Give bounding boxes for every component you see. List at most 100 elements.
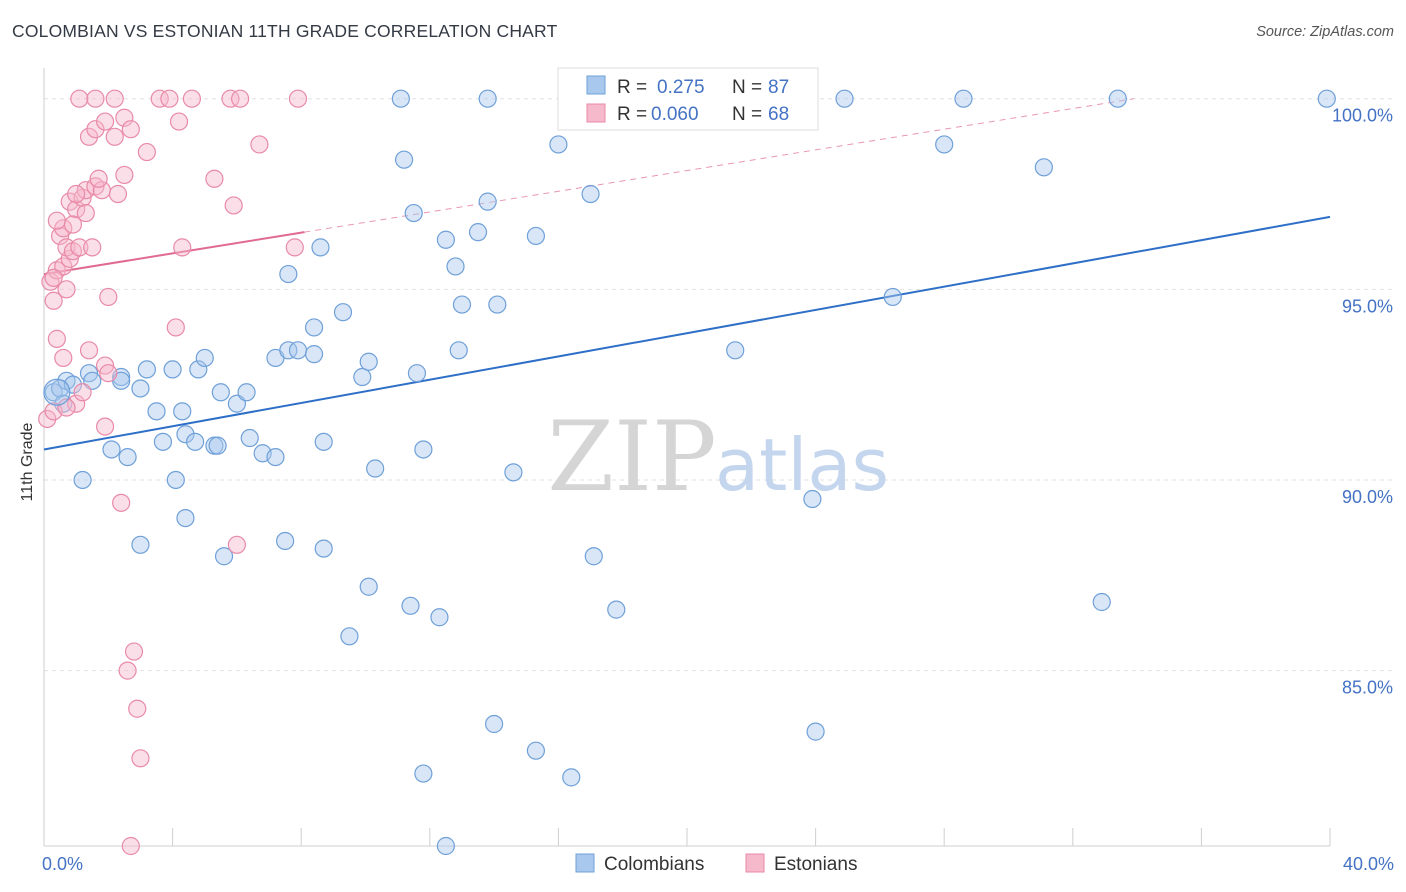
x-tick-label-right: 40.0% <box>1343 854 1394 874</box>
point-colombians-84 <box>1108 89 1127 108</box>
point-colombians-26 <box>147 402 166 421</box>
legend-n-label-estonians: N = <box>732 104 762 125</box>
point-estonians-54 <box>285 238 304 257</box>
point-colombians-48 <box>314 539 333 558</box>
legend-n-value-estonians: 68 <box>768 104 789 125</box>
point-colombians-78 <box>581 184 600 204</box>
y-tick-labels: 100.0% 95.0% 90.0% 85.0% <box>1332 106 1393 698</box>
point-colombians-19 <box>288 341 308 360</box>
axes <box>43 68 1331 847</box>
point-estonians-22 <box>137 142 156 162</box>
point-cluster-colombians <box>43 378 71 406</box>
point-estonians-2 <box>44 291 63 310</box>
point-estonians-56 <box>227 535 246 554</box>
y-tick-label-3: 85.0% <box>1342 678 1393 698</box>
point-estonians-49 <box>99 287 118 307</box>
point-estonians-32 <box>105 89 124 108</box>
trend-lines <box>43 98 1331 451</box>
point-estonians-11 <box>83 238 102 257</box>
point-colombians-77 <box>549 135 568 154</box>
point-colombians-10 <box>163 360 182 379</box>
point-estonians-34 <box>160 89 179 108</box>
point-colombians-51 <box>430 608 449 627</box>
y-tick-label-1: 95.0% <box>1342 296 1393 316</box>
point-colombians-34 <box>186 432 205 451</box>
point-colombians-41 <box>102 440 121 459</box>
point-colombians-9 <box>137 360 156 379</box>
point-estonians-48 <box>95 417 115 436</box>
point-estonians-47 <box>57 398 76 417</box>
point-colombians-24 <box>407 364 427 383</box>
legend: R = 0.275 N = 87 R = 0.060 N = 68 <box>557 67 819 131</box>
point-colombians-65 <box>311 238 330 257</box>
point-colombians-53 <box>485 714 504 734</box>
point-estonians-16 <box>76 181 95 200</box>
point-estonians-45 <box>38 409 57 429</box>
watermark: ZIP atlas <box>547 401 889 513</box>
point-estonians-37 <box>231 89 250 108</box>
point-estonians-27 <box>121 120 140 139</box>
point-colombians-63 <box>883 287 902 307</box>
point-estonians-55 <box>112 493 131 512</box>
point-colombians-42 <box>118 447 137 467</box>
watermark-zip: ZIP <box>547 401 716 513</box>
point-estonians-67 <box>105 127 124 146</box>
point-estonians-26 <box>115 108 134 127</box>
point-estonians-31 <box>86 89 105 108</box>
point-estonians-66 <box>89 169 108 188</box>
point-colombians-61 <box>803 489 822 509</box>
point-colombians-45 <box>176 508 195 528</box>
point-colombians-14 <box>195 348 214 368</box>
point-colombians-71 <box>452 295 472 314</box>
point-estonians-28 <box>169 112 189 131</box>
point-estonians-10 <box>70 238 89 257</box>
legend-n-label-colombians: N = <box>732 77 762 98</box>
point-colombians-87 <box>1034 158 1053 177</box>
point-estonians-19 <box>108 184 128 204</box>
point-colombians-72 <box>478 192 497 211</box>
point-estonians-36 <box>221 89 240 108</box>
point-colombians-22 <box>353 367 372 387</box>
point-colombians-44 <box>214 547 234 566</box>
y-tick-label-0: 100.0% <box>1332 106 1393 126</box>
legend-swatch-estonians <box>586 103 606 123</box>
point-colombians-13 <box>211 383 230 402</box>
point-colombians-85 <box>1317 89 1336 108</box>
point-estonians-57 <box>124 642 144 661</box>
point-colombians-47 <box>276 531 295 551</box>
legend-r-label-colombians: R = <box>617 77 647 98</box>
point-estonians-65 <box>54 348 73 368</box>
point-estonians-62 <box>44 268 63 287</box>
chart-title: COLOMBIAN VS ESTONIAN 11TH GRADE CORRELA… <box>12 21 558 41</box>
point-colombians-75 <box>404 203 423 223</box>
point-colombians-73 <box>526 226 545 246</box>
point-estonians-58 <box>118 661 137 680</box>
point-colombians-38 <box>414 440 433 459</box>
point-colombians-16 <box>237 383 256 402</box>
point-colombians-70 <box>468 223 488 242</box>
x-tick-labels: 0.0% 40.0% <box>42 854 1394 874</box>
series-swatch-colombians <box>575 853 595 873</box>
point-colombians-37 <box>366 459 385 478</box>
point-colombians-60 <box>726 341 745 360</box>
point-estonians-35 <box>182 89 201 108</box>
point-colombians-66 <box>279 264 298 284</box>
point-colombians-76 <box>394 150 414 169</box>
point-colombians-36 <box>314 432 333 451</box>
point-colombians-68 <box>436 230 455 249</box>
point-colombians-86 <box>935 135 954 154</box>
point-estonians-53 <box>224 196 243 215</box>
point-colombians-21 <box>333 303 353 322</box>
point-estonians-39 <box>67 394 86 413</box>
legend-n-value-colombians: 87 <box>768 77 789 98</box>
point-estonians-14 <box>67 200 86 219</box>
point-estonians-21 <box>115 165 134 185</box>
point-estonians-60 <box>131 749 150 768</box>
point-colombians-33 <box>176 425 195 444</box>
point-colombians-20 <box>304 345 324 364</box>
legend-r-label-estonians: R = <box>617 104 647 125</box>
point-colombians-55 <box>562 768 581 787</box>
legend-r-value-colombians: 0.275 <box>657 77 705 98</box>
point-estonians-63 <box>63 215 83 234</box>
